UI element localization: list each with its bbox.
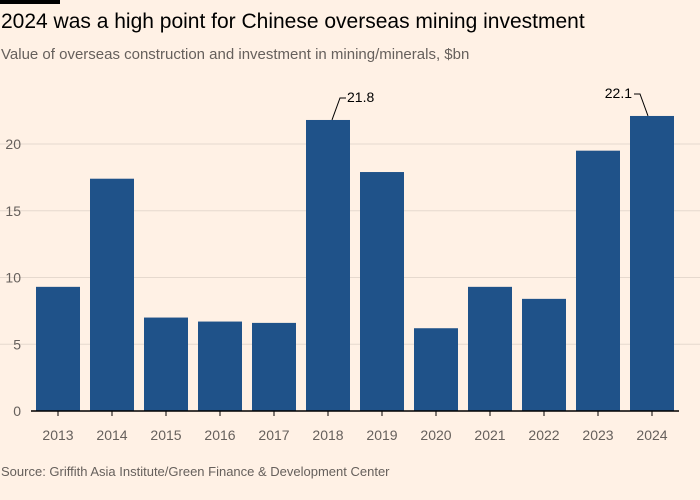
annotations: 21.8 22.1 bbox=[331, 85, 649, 121]
top-rule bbox=[0, 0, 60, 4]
y-tick-label: 20 bbox=[5, 136, 21, 152]
bar-2020 bbox=[414, 328, 458, 411]
bars bbox=[36, 115, 674, 412]
x-tick-label: 2013 bbox=[42, 427, 73, 443]
bar-2023 bbox=[576, 150, 620, 412]
bar-2022 bbox=[522, 298, 566, 411]
chart-subtitle: Value of overseas construction and inves… bbox=[1, 46, 470, 63]
annotation-leader bbox=[331, 97, 346, 121]
x-tick-label: 2020 bbox=[420, 427, 451, 443]
data-label-2018: 21.8 bbox=[347, 89, 374, 105]
y-axis-ticks: 0 5 10 15 20 bbox=[5, 136, 21, 419]
x-tick-label: 2017 bbox=[258, 427, 289, 443]
bar-2019 bbox=[360, 172, 404, 411]
y-tick-label: 5 bbox=[13, 336, 21, 352]
y-tick-label: 15 bbox=[5, 203, 21, 219]
x-tick-label: 2016 bbox=[204, 427, 235, 443]
source-note: Source: Griffith Asia Institute/Green Fi… bbox=[1, 464, 390, 479]
bar-2013 bbox=[36, 286, 80, 411]
bar-2014 bbox=[90, 178, 134, 411]
bar-2018 bbox=[306, 119, 350, 411]
x-tick-label: 2019 bbox=[366, 427, 397, 443]
bar-2015 bbox=[144, 317, 188, 411]
x-tick-label: 2022 bbox=[528, 427, 559, 443]
bar-2016 bbox=[198, 321, 242, 411]
y-tick-label: 10 bbox=[5, 270, 21, 286]
chart-title: 2024 was a high point for Chinese overse… bbox=[1, 10, 585, 33]
bar-2024 bbox=[630, 115, 674, 411]
bar-2017 bbox=[252, 322, 296, 411]
x-tick-label: 2015 bbox=[150, 427, 181, 443]
data-label-2024: 22.1 bbox=[605, 85, 632, 101]
x-tick-label: 2014 bbox=[96, 427, 127, 443]
bar-2021 bbox=[468, 286, 512, 411]
x-axis-ticks: 2013 2014 2015 2016 2017 2018 2019 2020 2021 2022… bbox=[31, 410, 679, 443]
x-tick-label: 2024 bbox=[636, 427, 667, 443]
x-tick-label: 2021 bbox=[474, 427, 505, 443]
annotation-leader bbox=[634, 93, 649, 117]
x-tick-label: 2018 bbox=[312, 427, 343, 443]
y-tick-label: 0 bbox=[13, 403, 21, 419]
x-tick-label: 2023 bbox=[582, 427, 613, 443]
